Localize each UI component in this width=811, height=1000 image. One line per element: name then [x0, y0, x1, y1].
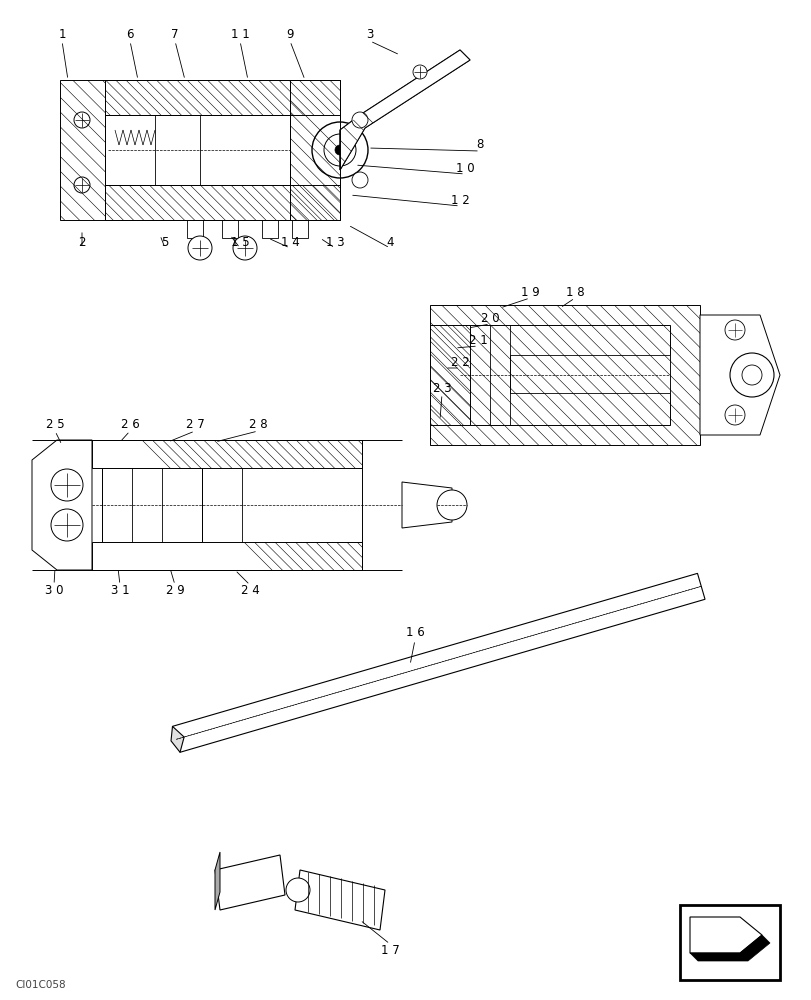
Polygon shape: [340, 50, 470, 170]
Bar: [509, 355, 669, 393]
Text: 2 8: 2 8: [248, 418, 267, 432]
Text: 1 4: 1 4: [281, 235, 299, 248]
Text: 2 9: 2 9: [165, 584, 184, 596]
Polygon shape: [172, 573, 704, 752]
Text: 6: 6: [126, 28, 134, 41]
Text: CI01C058: CI01C058: [15, 980, 66, 990]
Circle shape: [233, 236, 257, 260]
Text: 1 5: 1 5: [230, 235, 249, 248]
Text: 2 1: 2 1: [468, 334, 487, 347]
Circle shape: [413, 65, 427, 79]
Text: 2 4: 2 4: [240, 584, 259, 596]
Circle shape: [51, 469, 83, 501]
Polygon shape: [290, 80, 340, 220]
Polygon shape: [105, 185, 340, 220]
Polygon shape: [689, 917, 761, 953]
Text: 1 6: 1 6: [406, 626, 424, 640]
Text: 5: 5: [161, 235, 169, 248]
Text: 3 1: 3 1: [110, 584, 129, 596]
Circle shape: [724, 320, 744, 340]
Circle shape: [436, 490, 466, 520]
Polygon shape: [689, 935, 769, 961]
Circle shape: [741, 365, 761, 385]
Polygon shape: [430, 305, 699, 445]
Circle shape: [351, 112, 367, 128]
Circle shape: [724, 405, 744, 425]
Polygon shape: [102, 468, 202, 542]
Polygon shape: [92, 542, 362, 570]
Text: 1 7: 1 7: [380, 944, 399, 956]
Circle shape: [74, 177, 90, 193]
Bar: [187, 220, 203, 238]
Bar: [679, 905, 779, 980]
Text: 3: 3: [366, 28, 373, 41]
Polygon shape: [294, 870, 384, 930]
Text: 1: 1: [58, 28, 66, 41]
Text: 2 2: 2 2: [450, 356, 469, 368]
Text: 2 0: 2 0: [480, 312, 499, 324]
Polygon shape: [699, 315, 779, 435]
Text: 1 1: 1 1: [230, 28, 249, 41]
Polygon shape: [105, 80, 340, 115]
Circle shape: [188, 236, 212, 260]
Text: 2 6: 2 6: [121, 418, 139, 432]
Circle shape: [51, 509, 83, 541]
Bar: [292, 220, 307, 238]
Circle shape: [324, 134, 355, 166]
Circle shape: [285, 878, 310, 902]
Text: 7: 7: [171, 28, 178, 41]
Bar: [221, 220, 238, 238]
Text: 1 8: 1 8: [565, 286, 584, 298]
Text: 1 9: 1 9: [520, 286, 539, 298]
Polygon shape: [60, 80, 105, 220]
Text: 2 7: 2 7: [186, 418, 204, 432]
Circle shape: [74, 112, 90, 128]
Circle shape: [729, 353, 773, 397]
Text: 1 3: 1 3: [325, 235, 344, 248]
Text: 2 5: 2 5: [45, 418, 64, 432]
Text: 1 2: 1 2: [450, 194, 469, 207]
Polygon shape: [340, 50, 470, 170]
Polygon shape: [215, 855, 285, 910]
Text: 2 3: 2 3: [432, 381, 451, 394]
Text: 4: 4: [386, 235, 393, 248]
Polygon shape: [401, 482, 452, 528]
Text: 9: 9: [286, 28, 294, 41]
Circle shape: [335, 145, 345, 155]
Polygon shape: [92, 440, 362, 468]
Text: 3 0: 3 0: [45, 584, 63, 596]
Bar: [460, 325, 669, 425]
Text: 1 0: 1 0: [455, 161, 474, 174]
Circle shape: [351, 172, 367, 188]
Text: 2: 2: [78, 235, 86, 248]
Polygon shape: [430, 325, 470, 425]
Bar: [262, 220, 277, 238]
Text: 8: 8: [476, 138, 483, 151]
Circle shape: [311, 122, 367, 178]
Polygon shape: [215, 852, 220, 910]
Polygon shape: [171, 726, 184, 752]
Polygon shape: [32, 440, 92, 570]
